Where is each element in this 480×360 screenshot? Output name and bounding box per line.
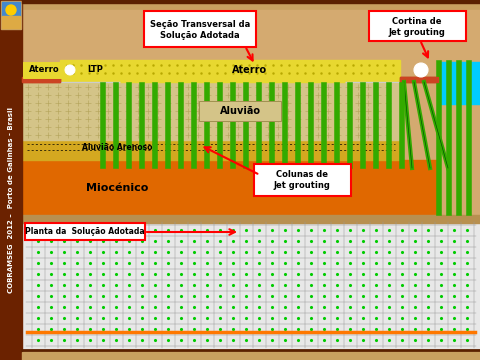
- Bar: [466, 60, 471, 215]
- Text: COBRAMSEG  2012 –  Porto de Galinhas - Brasil: COBRAMSEG 2012 – Porto de Galinhas - Bra…: [8, 107, 14, 293]
- Bar: [22, 0, 480, 3]
- Bar: [0, 0, 22, 360]
- Bar: [22, 215, 480, 223]
- Bar: [22, 10, 480, 215]
- Circle shape: [414, 63, 428, 77]
- FancyBboxPatch shape: [199, 101, 281, 121]
- Text: Aluvião Arenoso: Aluvião Arenoso: [82, 144, 152, 153]
- Bar: [139, 82, 144, 168]
- Bar: [386, 82, 391, 168]
- Bar: [399, 82, 404, 168]
- Bar: [100, 82, 105, 168]
- Bar: [438, 62, 480, 104]
- Bar: [2, 2, 20, 16]
- Bar: [230, 82, 235, 168]
- Bar: [22, 77, 32, 82]
- Bar: [113, 82, 118, 168]
- FancyBboxPatch shape: [25, 223, 145, 240]
- Bar: [191, 82, 196, 168]
- Bar: [269, 82, 274, 168]
- Bar: [243, 82, 248, 168]
- Bar: [456, 60, 461, 215]
- FancyBboxPatch shape: [254, 164, 351, 196]
- Text: Aterro: Aterro: [232, 65, 267, 75]
- Bar: [1, 1, 21, 29]
- Bar: [165, 82, 170, 168]
- Bar: [22, 352, 480, 360]
- FancyBboxPatch shape: [144, 11, 256, 47]
- Bar: [347, 82, 352, 168]
- Bar: [217, 82, 222, 168]
- Circle shape: [65, 65, 75, 75]
- Bar: [32, 77, 41, 82]
- Bar: [152, 82, 157, 168]
- Bar: [178, 82, 183, 168]
- Bar: [22, 352, 480, 360]
- Bar: [436, 60, 441, 215]
- Bar: [42, 77, 51, 82]
- Text: LTP: LTP: [87, 66, 103, 75]
- Bar: [204, 82, 209, 168]
- Bar: [22, 220, 480, 350]
- Bar: [126, 82, 131, 168]
- FancyBboxPatch shape: [369, 11, 466, 41]
- Bar: [334, 82, 339, 168]
- Bar: [60, 60, 400, 82]
- Text: Cortina de
Jet grouting: Cortina de Jet grouting: [389, 17, 445, 37]
- Bar: [446, 60, 451, 215]
- Bar: [308, 82, 313, 168]
- Text: Miocénico: Miocénico: [86, 183, 148, 193]
- Bar: [400, 77, 438, 82]
- Text: Aterro: Aterro: [29, 66, 60, 75]
- Bar: [420, 77, 430, 82]
- Text: Planta da  Solução Adotada: Planta da Solução Adotada: [25, 228, 145, 237]
- Bar: [295, 82, 300, 168]
- Text: Seção Transversal da
Solução Adotada: Seção Transversal da Solução Adotada: [150, 20, 250, 40]
- Bar: [282, 82, 287, 168]
- Bar: [2, 16, 20, 28]
- Bar: [430, 77, 438, 82]
- Bar: [23, 62, 65, 78]
- Bar: [400, 77, 409, 82]
- Bar: [410, 77, 420, 82]
- Bar: [22, 77, 60, 82]
- Circle shape: [6, 5, 16, 15]
- Text: Aluvião: Aluvião: [219, 106, 261, 116]
- Text: Colunas de
Jet grouting: Colunas de Jet grouting: [274, 170, 330, 190]
- Bar: [22, 160, 436, 215]
- Bar: [22, 82, 400, 140]
- Bar: [321, 82, 326, 168]
- Bar: [373, 82, 378, 168]
- Bar: [22, 140, 400, 160]
- Bar: [52, 77, 60, 82]
- Bar: [360, 82, 365, 168]
- Bar: [256, 82, 261, 168]
